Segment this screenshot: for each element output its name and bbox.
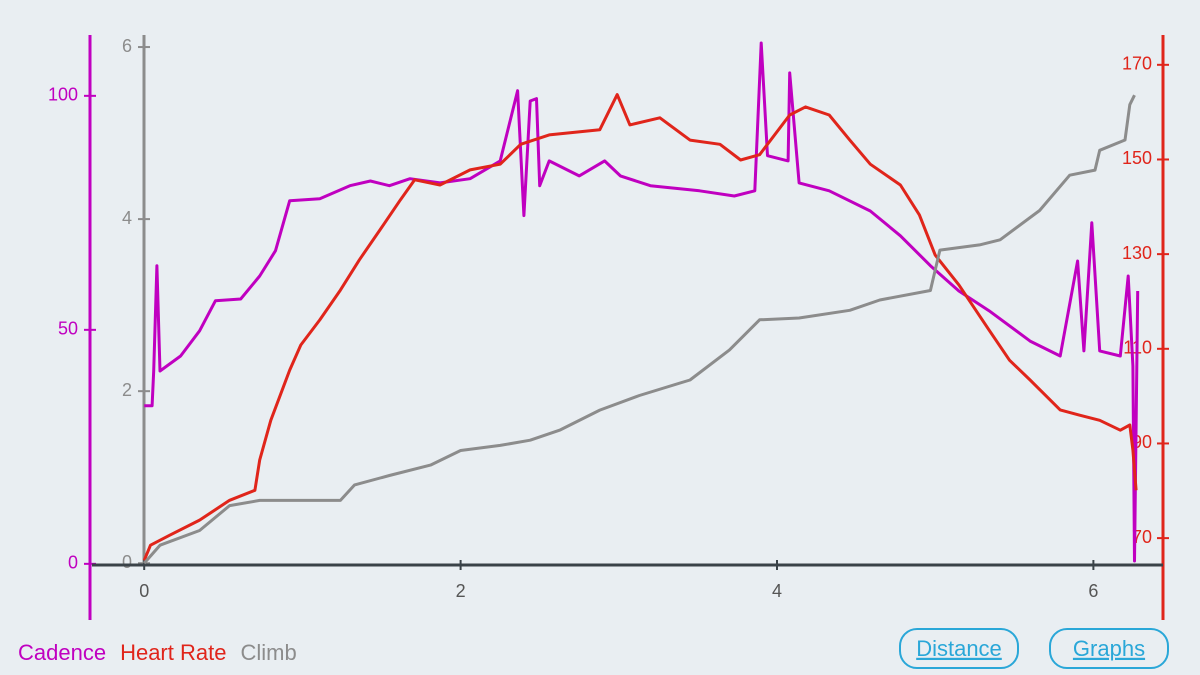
x-tick-label: 6 <box>1088 581 1098 601</box>
y2-tick-label: 130 <box>1122 243 1152 263</box>
y2-tick-label: 150 <box>1122 148 1152 168</box>
data-line <box>144 41 1140 563</box>
legend-entry: Climb <box>240 640 296 665</box>
legend-entry: Heart Rate <box>120 640 226 665</box>
button[interactable]: Graphs <box>1049 628 1169 669</box>
legend-entry: Cadence <box>18 640 106 665</box>
button-label[interactable]: Graphs <box>1073 636 1145 661</box>
y3-tick-label: 4 <box>122 208 132 228</box>
y2-tick-label: 170 <box>1122 54 1152 74</box>
button-frame[interactable] <box>899 628 1019 669</box>
button[interactable]: Distance <box>899 628 1019 669</box>
y-tick-label: 100 <box>48 85 78 105</box>
data-line <box>142 93 1138 561</box>
x-tick-label: 0 <box>139 581 149 601</box>
x-tick-label: 4 <box>772 581 782 601</box>
y3-tick-label: 2 <box>122 380 132 400</box>
y3-tick-label: 0 <box>122 552 132 572</box>
y-tick-label: 0 <box>68 553 78 573</box>
y3-tick-label: 6 <box>122 36 132 56</box>
y2-tick-label: 70 <box>1132 527 1152 547</box>
button-label[interactable]: Distance <box>916 636 1002 661</box>
x-tick-label: 2 <box>456 581 466 601</box>
button-frame[interactable] <box>1049 628 1169 669</box>
y-tick-label: 50 <box>58 319 78 339</box>
data-line <box>143 94 1136 565</box>
